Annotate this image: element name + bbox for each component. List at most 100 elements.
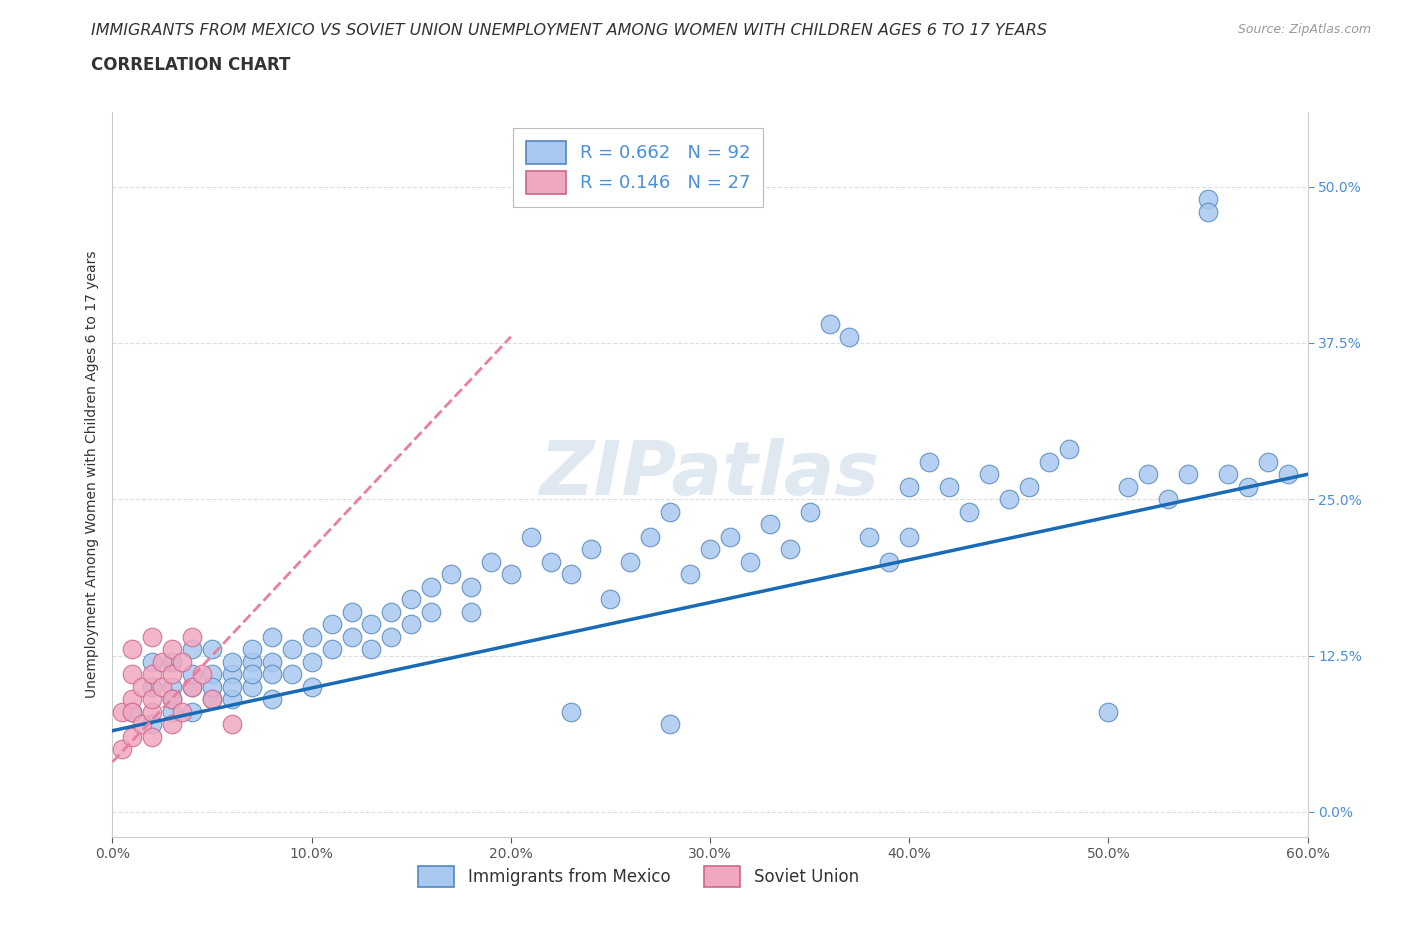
Point: [879, 554, 901, 569]
Point: [579, 542, 602, 557]
Point: [1177, 467, 1199, 482]
Point: [479, 554, 502, 569]
Point: [172, 705, 194, 720]
Point: [131, 717, 153, 732]
Point: [141, 692, 163, 707]
Point: [360, 617, 382, 631]
Point: [420, 604, 443, 619]
Point: [918, 455, 941, 470]
Point: [560, 567, 582, 582]
Point: [141, 729, 163, 744]
Point: [121, 692, 143, 707]
Point: [191, 667, 214, 682]
Point: [340, 604, 363, 619]
Point: [1018, 479, 1040, 494]
Y-axis label: Unemployment Among Women with Children Ages 6 to 17 years: Unemployment Among Women with Children A…: [86, 250, 100, 698]
Point: [640, 529, 662, 544]
Point: [121, 667, 143, 682]
Point: [401, 617, 423, 631]
Point: [799, 504, 821, 519]
Point: [131, 680, 153, 695]
Point: [659, 504, 682, 519]
Point: [360, 642, 382, 657]
Point: [141, 630, 163, 644]
Point: [181, 705, 204, 720]
Point: [221, 717, 243, 732]
Point: [380, 604, 402, 619]
Point: [141, 667, 163, 682]
Point: [111, 742, 134, 757]
Point: [321, 642, 343, 657]
Point: [1237, 479, 1260, 494]
Point: [301, 680, 323, 695]
Point: [599, 591, 621, 606]
Point: [520, 529, 543, 544]
Text: ZIPatlas: ZIPatlas: [540, 438, 880, 511]
Point: [679, 567, 702, 582]
Point: [1197, 192, 1219, 206]
Point: [201, 680, 224, 695]
Point: [1157, 492, 1180, 507]
Point: [759, 517, 782, 532]
Point: [141, 680, 163, 695]
Point: [340, 630, 363, 644]
Point: [1118, 479, 1140, 494]
Point: [240, 680, 263, 695]
Point: [301, 630, 323, 644]
Point: [181, 642, 204, 657]
Point: [699, 542, 721, 557]
Point: [141, 705, 163, 720]
Point: [898, 479, 921, 494]
Point: [560, 705, 582, 720]
Point: [1277, 467, 1299, 482]
Point: [738, 554, 761, 569]
Point: [838, 329, 860, 344]
Point: [240, 667, 263, 682]
Point: [460, 604, 482, 619]
Point: [260, 630, 283, 644]
Point: [1197, 205, 1219, 219]
Point: [172, 655, 194, 670]
Point: [1057, 442, 1080, 457]
Point: [141, 717, 163, 732]
Text: IMMIGRANTS FROM MEXICO VS SOVIET UNION UNEMPLOYMENT AMONG WOMEN WITH CHILDREN AG: IMMIGRANTS FROM MEXICO VS SOVIET UNION U…: [91, 23, 1047, 38]
Point: [998, 492, 1021, 507]
Point: [540, 554, 562, 569]
Point: [281, 667, 304, 682]
Point: [162, 692, 183, 707]
Point: [162, 642, 183, 657]
Point: [260, 667, 283, 682]
Point: [1137, 467, 1160, 482]
Point: [162, 655, 183, 670]
Point: [260, 692, 283, 707]
Point: [141, 655, 163, 670]
Point: [201, 667, 224, 682]
Legend: Immigrants from Mexico, Soviet Union: Immigrants from Mexico, Soviet Union: [411, 859, 866, 894]
Point: [221, 680, 243, 695]
Point: [460, 579, 482, 594]
Point: [121, 705, 143, 720]
Text: CORRELATION CHART: CORRELATION CHART: [91, 56, 291, 73]
Point: [1097, 705, 1119, 720]
Point: [420, 579, 443, 594]
Point: [659, 717, 682, 732]
Point: [221, 692, 243, 707]
Point: [380, 630, 402, 644]
Point: [718, 529, 741, 544]
Point: [162, 680, 183, 695]
Point: [281, 642, 304, 657]
Point: [162, 667, 183, 682]
Point: [221, 667, 243, 682]
Point: [150, 680, 173, 695]
Text: Source: ZipAtlas.com: Source: ZipAtlas.com: [1237, 23, 1371, 36]
Point: [111, 705, 134, 720]
Point: [162, 705, 183, 720]
Point: [260, 655, 283, 670]
Point: [321, 617, 343, 631]
Point: [401, 591, 423, 606]
Point: [181, 680, 204, 695]
Point: [858, 529, 880, 544]
Point: [181, 630, 204, 644]
Point: [162, 692, 183, 707]
Point: [201, 692, 224, 707]
